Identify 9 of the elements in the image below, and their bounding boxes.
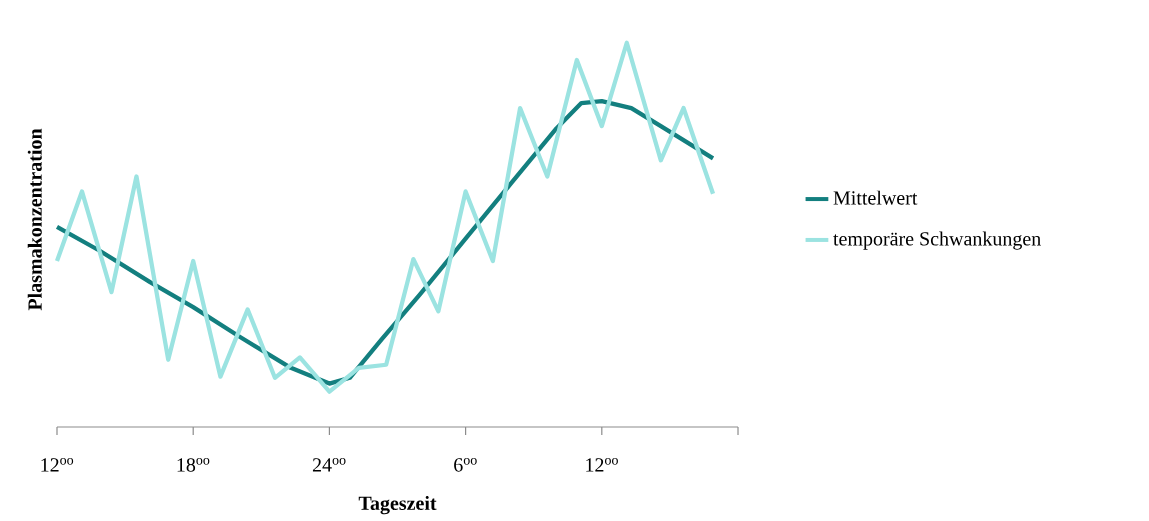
legend-label: Mittelwert <box>833 190 918 205</box>
x-tick-label: 18$^{oo}$ <box>177 457 210 472</box>
x-tick-label: 24$^{oo}$ <box>312 457 346 472</box>
x-tick-label: 12$^{oo}$ <box>586 457 618 472</box>
legend-label: temporäre Schwankungen <box>833 231 1041 250</box>
x-tick-label: 12$^{oo}$ <box>41 457 74 472</box>
x-tick-label: 6$^{oo}$ <box>454 457 477 472</box>
y-axis-title: Plasmakonzentration <box>27 128 42 311</box>
x-axis-title: Tageszeit <box>358 495 437 515</box>
